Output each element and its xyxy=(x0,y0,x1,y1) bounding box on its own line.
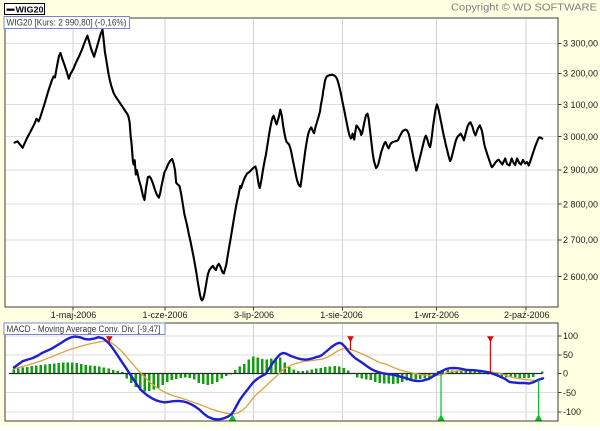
svg-text:Copyright © WD SOFTWARE: Copyright © WD SOFTWARE xyxy=(451,3,597,14)
svg-text:-50: -50 xyxy=(563,388,576,398)
svg-text:2 900,00: 2 900,00 xyxy=(563,165,598,175)
svg-text:3 200,00: 3 200,00 xyxy=(563,69,598,79)
svg-text:3 000,00: 3 000,00 xyxy=(563,132,598,142)
svg-text:2 800,00: 2 800,00 xyxy=(563,199,598,209)
svg-text:0: 0 xyxy=(563,369,568,379)
svg-text:1-cze-2006: 1-cze-2006 xyxy=(142,310,187,320)
svg-text:2 600,00: 2 600,00 xyxy=(563,272,598,282)
svg-text:1-wrz-2006: 1-wrz-2006 xyxy=(414,310,459,320)
svg-text:50: 50 xyxy=(563,350,573,360)
svg-text:3 100,00: 3 100,00 xyxy=(563,100,598,110)
svg-text:2 700,00: 2 700,00 xyxy=(563,235,598,245)
svg-text:1-sie-2006: 1-sie-2006 xyxy=(320,310,363,320)
svg-text:3 300,00: 3 300,00 xyxy=(563,39,598,49)
svg-text:MACD - Moving Average Conv. Di: MACD - Moving Average Conv. Div. [-9,47] xyxy=(7,324,161,334)
svg-text:-100: -100 xyxy=(563,407,581,417)
svg-text:WIG20: WIG20 xyxy=(16,5,45,14)
svg-text:1-maj-2006: 1-maj-2006 xyxy=(51,310,97,320)
svg-text:100: 100 xyxy=(563,331,578,341)
svg-text:2-paź-2006: 2-paź-2006 xyxy=(504,310,550,320)
svg-text:WIG20 [Kurs: 2 990,80] (-0,16%: WIG20 [Kurs: 2 990,80] (-0,16%) xyxy=(7,18,127,28)
svg-text:3-lip-2006: 3-lip-2006 xyxy=(234,310,274,320)
